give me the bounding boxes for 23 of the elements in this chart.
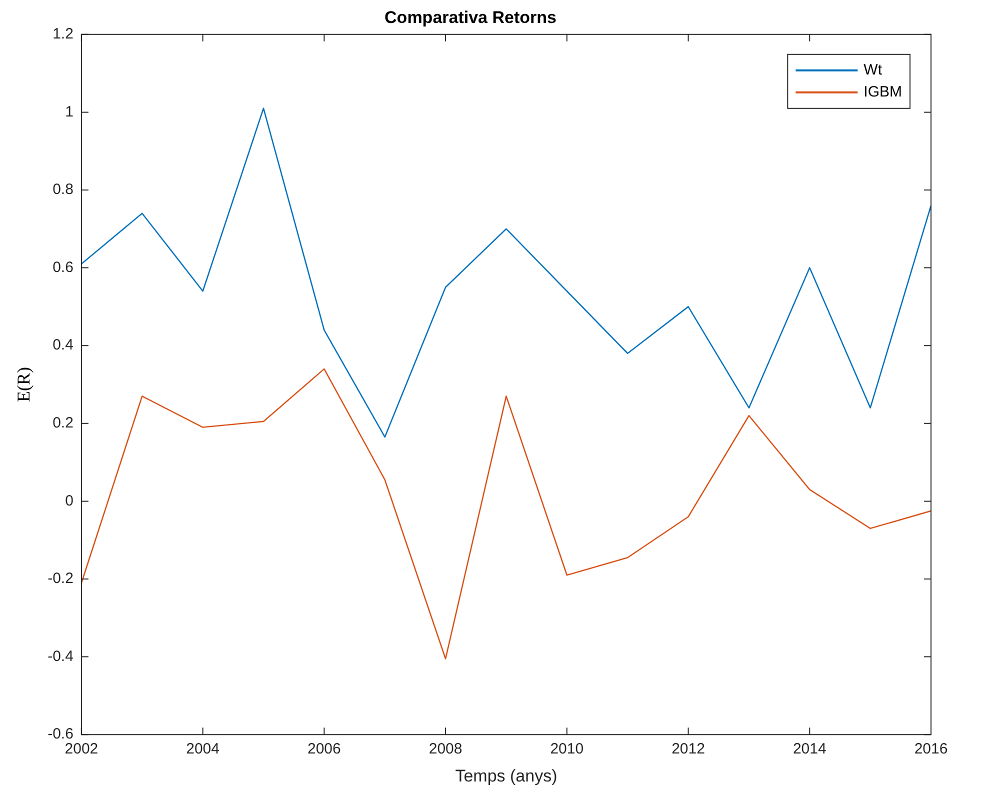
y-tick-label: 0.2 — [52, 414, 74, 432]
x-tick-label: 2010 — [550, 740, 584, 758]
x-tick-label: 2012 — [672, 740, 705, 758]
y-tick-label: -0.2 — [48, 570, 74, 588]
x-tick-label: 2006 — [307, 740, 341, 758]
chart-title: Comparativa Retorns — [384, 8, 556, 27]
y-tick-label: 0.8 — [52, 181, 74, 198]
y-tick-label: -0.4 — [48, 648, 74, 665]
y-tick-label: 0.6 — [52, 258, 74, 276]
x-axis-title: Temps (anys) — [455, 766, 558, 786]
x-tick-label: 2002 — [64, 740, 98, 758]
y-tick-label: 1.2 — [52, 26, 74, 43]
x-tick-label: 2016 — [914, 740, 948, 758]
y-tick-label: 0 — [65, 492, 74, 510]
x-tick-label: 2008 — [428, 740, 462, 758]
x-tick-label: 2004 — [186, 740, 220, 758]
legend-label: Wt — [864, 62, 883, 79]
y-tick-label: 0.4 — [52, 336, 74, 354]
legend-label: IGBM — [864, 84, 902, 101]
y-axis-title: E(R) — [14, 367, 34, 402]
y-tick-label: -0.6 — [48, 726, 74, 743]
x-tick-label: 2014 — [792, 740, 826, 758]
y-tick-label: 1 — [65, 103, 74, 120]
